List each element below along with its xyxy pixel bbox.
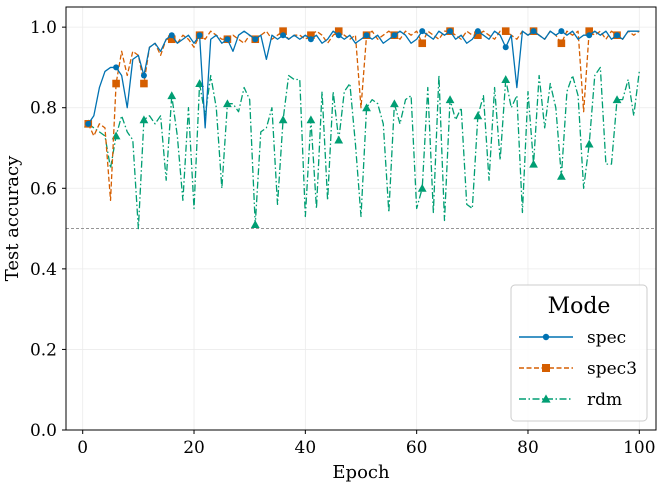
data-point-spec bbox=[224, 36, 231, 43]
data-point-spec bbox=[586, 32, 593, 39]
x-tick-label: 60 bbox=[406, 438, 428, 458]
data-point-spec bbox=[474, 28, 481, 35]
data-point-rdm bbox=[501, 75, 511, 84]
data-point-spec bbox=[113, 64, 120, 71]
x-axis-label: Epoch bbox=[332, 462, 390, 483]
data-point-rdm bbox=[250, 220, 260, 229]
data-point-spec3 bbox=[167, 35, 176, 44]
data-point-spec3 bbox=[112, 79, 120, 88]
legend: Mode spec spec3 rdm bbox=[510, 284, 648, 422]
data-point-spec bbox=[391, 32, 398, 39]
legend-entry-spec3: spec3 bbox=[519, 359, 637, 379]
data-point-rdm bbox=[529, 159, 538, 168]
data-point-rdm bbox=[167, 91, 177, 100]
x-tick-label: 40 bbox=[295, 438, 317, 458]
data-point-rdm bbox=[306, 115, 316, 124]
legend-marker-spec bbox=[542, 333, 550, 341]
series-spec bbox=[85, 28, 640, 129]
data-point-rdm bbox=[445, 95, 455, 104]
data-point-spec bbox=[196, 32, 203, 39]
data-point-spec3 bbox=[418, 39, 427, 48]
y-axis-ticks: 0.0 0.2 0.4 0.6 0.8 1.0 bbox=[30, 18, 66, 441]
data-point-spec bbox=[335, 32, 342, 39]
legend-box bbox=[510, 284, 648, 422]
data-point-rdm bbox=[390, 99, 399, 108]
data-point-rdm bbox=[334, 135, 344, 144]
data-point-spec bbox=[280, 32, 287, 39]
y-axis-label: Test accuracy bbox=[2, 155, 23, 281]
data-point-rdm bbox=[278, 115, 288, 124]
data-point-rdm bbox=[557, 171, 566, 180]
legend-label-rdm: rdm bbox=[587, 390, 622, 410]
data-point-spec3 bbox=[140, 79, 148, 88]
x-tick-label: 0 bbox=[77, 438, 88, 458]
data-point-spec bbox=[168, 32, 175, 39]
legend-label-spec: spec bbox=[587, 328, 626, 348]
plot-frame bbox=[65, 6, 657, 431]
data-point-spec3 bbox=[474, 31, 482, 39]
data-point-spec bbox=[530, 28, 537, 35]
series-layer bbox=[83, 27, 640, 230]
legend-marker-spec3 bbox=[542, 364, 550, 372]
data-point-rdm bbox=[223, 99, 232, 108]
series-line-rdm bbox=[87, 66, 640, 230]
data-point-rdm bbox=[417, 183, 427, 192]
data-point-spec3 bbox=[279, 27, 287, 35]
data-point-spec3 bbox=[557, 39, 566, 48]
y-tick-label: 1.0 bbox=[30, 18, 57, 38]
data-point-spec bbox=[140, 72, 147, 79]
data-point-spec bbox=[363, 32, 370, 39]
data-point-spec3 bbox=[585, 27, 594, 35]
legend-entry-spec: spec bbox=[519, 328, 626, 348]
data-point-spec bbox=[85, 120, 92, 127]
series-rdm bbox=[83, 66, 640, 230]
x-tick-label: 80 bbox=[517, 438, 539, 458]
data-point-rdm bbox=[612, 95, 622, 104]
data-point-spec bbox=[307, 36, 314, 43]
y-tick-label: 0.0 bbox=[30, 421, 57, 441]
data-point-spec bbox=[252, 36, 259, 43]
x-tick-label: 100 bbox=[623, 438, 655, 458]
y-tick-label: 0.6 bbox=[30, 179, 57, 199]
data-point-spec bbox=[558, 28, 565, 35]
data-point-spec3 bbox=[334, 27, 343, 35]
y-tick-label: 0.2 bbox=[30, 340, 57, 360]
data-point-spec bbox=[614, 32, 621, 39]
x-axis-ticks: 0 20 40 60 80 100 bbox=[77, 430, 656, 458]
series-line-spec3 bbox=[87, 30, 640, 202]
data-point-rdm bbox=[473, 111, 483, 120]
x-tick-label: 20 bbox=[183, 438, 205, 458]
legend-marker-rdm bbox=[541, 394, 551, 403]
legend-title: Mode bbox=[548, 294, 611, 319]
y-tick-label: 0.4 bbox=[30, 260, 57, 280]
legend-label-spec3: spec3 bbox=[587, 359, 637, 379]
data-point-spec3 bbox=[307, 31, 315, 39]
data-point-rdm bbox=[139, 115, 149, 124]
data-point-spec bbox=[419, 28, 426, 35]
series-line-spec bbox=[87, 30, 640, 129]
data-point-spec bbox=[502, 44, 509, 51]
data-point-spec3 bbox=[501, 27, 510, 35]
legend-entry-rdm: rdm bbox=[519, 390, 622, 410]
data-point-rdm bbox=[584, 139, 594, 148]
data-point-rdm bbox=[362, 103, 371, 112]
y-tick-label: 0.8 bbox=[30, 99, 57, 119]
data-point-spec bbox=[447, 28, 454, 35]
data-point-rdm bbox=[195, 79, 204, 88]
